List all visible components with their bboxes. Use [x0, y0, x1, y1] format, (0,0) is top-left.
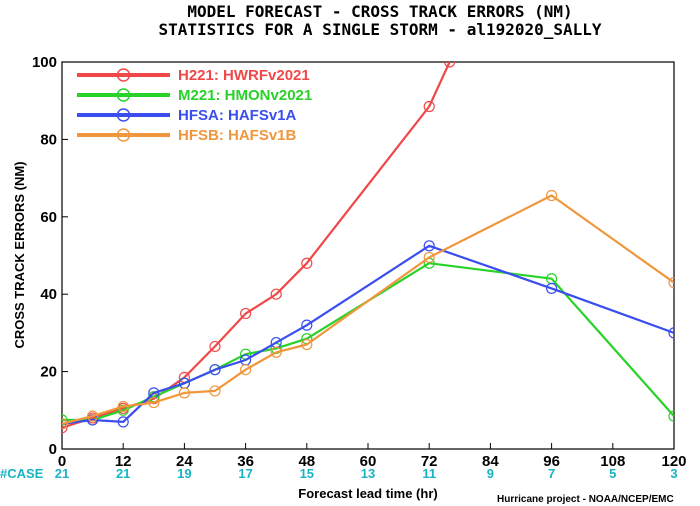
- x-tick-label: 24: [176, 453, 193, 470]
- data-point: [209, 385, 221, 397]
- legend-marker: [116, 128, 131, 142]
- case-count: 7: [548, 466, 555, 481]
- case-count: 5: [609, 466, 616, 481]
- data-point: [668, 410, 674, 422]
- case-count: 11: [422, 466, 436, 481]
- data-point: [117, 416, 129, 428]
- legend-label: HFSA: HAFSv1A: [178, 107, 297, 124]
- series-line: [62, 194, 674, 425]
- series-layer: [62, 62, 674, 434]
- x-tick-label: 36: [237, 453, 254, 470]
- series-1: [62, 257, 674, 426]
- case-label: #CASE: [0, 466, 44, 481]
- legend: H221: HWRFv2021 M221: HMONv2021 HFSA: HAFS…: [77, 67, 312, 144]
- data-point: [668, 276, 674, 289]
- x-tick-label: 12: [115, 453, 132, 470]
- data-point: [668, 327, 674, 339]
- legend-marker: [116, 68, 131, 82]
- data-point: [423, 240, 435, 252]
- legend-label: M221: HMONv2021: [178, 87, 312, 104]
- data-point: [148, 396, 160, 409]
- case-count: 21: [55, 466, 69, 481]
- x-axis: 0 12 24 36 48 60 72 84 96 108 120: [58, 443, 687, 470]
- data-point: [545, 282, 558, 294]
- legend-marker: [116, 108, 131, 122]
- case-count: 17: [238, 466, 252, 481]
- data-point: [444, 62, 456, 68]
- data-point: [270, 346, 282, 358]
- data-point: [62, 418, 68, 430]
- y-axis: 0 20 40 60 80 100: [32, 54, 68, 458]
- data-point: [117, 400, 129, 413]
- legend-label: H221: HWRFv2021: [178, 67, 310, 84]
- data-point: [62, 414, 68, 426]
- chart-subtitle: STATISTICS FOR A SINGLE STORM - al192020…: [158, 20, 601, 39]
- data-point: [270, 288, 282, 300]
- data-point: [423, 100, 435, 113]
- y-tick-label: 100: [32, 54, 57, 71]
- data-point: [62, 422, 68, 434]
- y-tick-label: 0: [49, 441, 57, 458]
- case-count: 21: [116, 466, 130, 481]
- x-tick-label: 48: [298, 453, 315, 470]
- x-tick-label: 120: [661, 453, 686, 470]
- case-row: #CASE 21 21 19 17 15 13 11 9 7 5 3: [0, 466, 678, 481]
- case-count: 19: [177, 466, 191, 481]
- legend-marker: [116, 88, 131, 102]
- x-tick-label: 60: [360, 453, 377, 470]
- case-count: 3: [670, 466, 677, 481]
- case-count: 15: [300, 466, 314, 481]
- y-tick-label: 80: [40, 131, 57, 148]
- data-point: [240, 364, 252, 376]
- legend-label: HFSB: HAFSv1B: [178, 127, 297, 144]
- x-axis-label: Forecast lead time (hr): [298, 486, 437, 501]
- data-point: [301, 257, 313, 269]
- x-tick-label: 72: [421, 453, 438, 470]
- data-point: [178, 387, 190, 399]
- data-point: [301, 319, 313, 331]
- y-tick-label: 60: [40, 209, 57, 226]
- series-3: [62, 189, 674, 430]
- case-count: 9: [487, 466, 494, 481]
- x-tick-label: 108: [600, 453, 625, 470]
- credit-text: Hurricane project - NOAA/NCEP/EMC: [497, 494, 674, 505]
- data-point: [301, 338, 313, 351]
- plot-frame: [61, 61, 675, 450]
- y-tick-label: 40: [40, 286, 57, 303]
- data-point: [545, 189, 558, 202]
- chart-title: MODEL FORECAST - CROSS TRACK ERRORS (NM): [187, 2, 572, 21]
- data-point: [86, 410, 99, 422]
- series-line: [62, 62, 451, 429]
- x-tick-label: 0: [58, 453, 66, 470]
- data-point: [240, 307, 252, 320]
- x-tick-label: 84: [482, 453, 499, 470]
- data-point: [209, 364, 221, 376]
- x-tick-label: 96: [543, 453, 560, 470]
- case-count: 13: [361, 466, 375, 481]
- data-point: [209, 340, 221, 353]
- data-point: [423, 251, 435, 264]
- y-tick-label: 20: [40, 364, 57, 381]
- y-axis-label: CROSS TRACK ERRORS (NM): [12, 161, 27, 348]
